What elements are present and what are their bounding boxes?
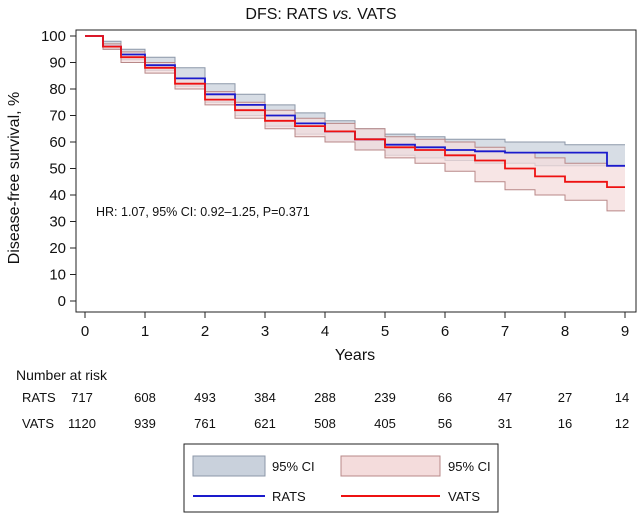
x-tick-label: 8 <box>561 323 569 340</box>
x-tick-label: 6 <box>441 323 449 340</box>
chart-title: DFS: RATS vs. VATS <box>245 6 396 23</box>
x-tick-label: 2 <box>201 323 209 340</box>
legend-vats-label: VATS <box>448 489 480 504</box>
vats-survival-line <box>85 35 625 188</box>
y-tick-label: 90 <box>49 55 66 72</box>
risk-table-title: Number at risk <box>16 367 108 383</box>
risk-cell-rats: 493 <box>194 390 216 405</box>
risk-cell-vats: 761 <box>194 416 216 431</box>
x-tick-label: 0 <box>81 323 89 340</box>
legend-ci-rats-swatch <box>192 455 266 477</box>
x-tick-label: 4 <box>321 323 329 340</box>
y-tick-label: 40 <box>49 187 66 204</box>
risk-cell-vats: 12 <box>614 416 630 431</box>
legend-ci-vats-label: 95% CI <box>448 459 491 474</box>
legend: 95% CI 95% CI RATS VATS <box>183 443 499 513</box>
y-tick-label: 60 <box>49 134 66 151</box>
legend-ci-vats-swatch <box>340 455 441 477</box>
y-tick-label: 20 <box>49 240 66 257</box>
hr-annotation: HR: 1.07, 95% CI: 0.92–1.25, P=0.371 <box>96 205 310 219</box>
y-tick-label: 0 <box>58 293 66 310</box>
x-tick-label: 1 <box>141 323 149 340</box>
risk-row-label-rats: RATS <box>22 390 56 405</box>
risk-cell-vats: 1120 <box>68 416 96 431</box>
y-axis-label: Disease-free survival, % <box>6 92 23 265</box>
x-axis-label: Years <box>335 347 375 364</box>
risk-cell-rats: 66 <box>437 390 453 405</box>
risk-cell-vats: 621 <box>254 416 276 431</box>
risk-cell-vats: 939 <box>134 416 156 431</box>
y-tick-label: 50 <box>49 161 66 178</box>
x-tick-label: 7 <box>501 323 509 340</box>
survival-curves <box>85 35 625 188</box>
y-tick-label: 30 <box>49 214 66 231</box>
x-axis: 0 1 2 3 4 5 6 7 8 9 <box>81 312 629 340</box>
risk-cell-vats: 31 <box>497 416 513 431</box>
risk-cell-rats: 47 <box>497 390 513 405</box>
y-tick-label: 80 <box>49 81 66 98</box>
x-tick-label: 3 <box>261 323 269 340</box>
plot-frame <box>75 29 637 313</box>
vats-ci-upper <box>85 35 625 167</box>
risk-cell-rats: 288 <box>314 390 336 405</box>
vats-ci-lower <box>85 35 625 212</box>
legend-ci-rats-label: 95% CI <box>272 459 315 474</box>
y-tick-label: 100 <box>41 28 66 45</box>
y-tick-label: 70 <box>49 108 66 125</box>
risk-cell-vats: 56 <box>437 416 453 431</box>
ci-bands <box>85 35 625 212</box>
risk-cell-vats: 508 <box>314 416 336 431</box>
risk-cell-rats: 717 <box>71 390 93 405</box>
risk-cell-rats: 239 <box>374 390 396 405</box>
legend-rats-label: RATS <box>272 489 306 504</box>
risk-cell-vats: 16 <box>557 416 573 431</box>
x-tick-label: 9 <box>621 323 629 340</box>
x-tick-label: 5 <box>381 323 389 340</box>
y-tick-label: 10 <box>49 267 66 284</box>
risk-row-label-vats: VATS <box>22 416 55 431</box>
risk-cell-rats: 384 <box>254 390 276 405</box>
risk-cell-vats: 405 <box>374 416 396 431</box>
risk-cell-rats: 14 <box>614 390 630 405</box>
y-axis: 0 10 20 30 40 50 60 70 80 90 100 <box>41 28 76 310</box>
risk-cell-rats: 27 <box>557 390 573 405</box>
risk-cell-rats: 608 <box>134 390 156 405</box>
legend-box <box>183 443 499 513</box>
